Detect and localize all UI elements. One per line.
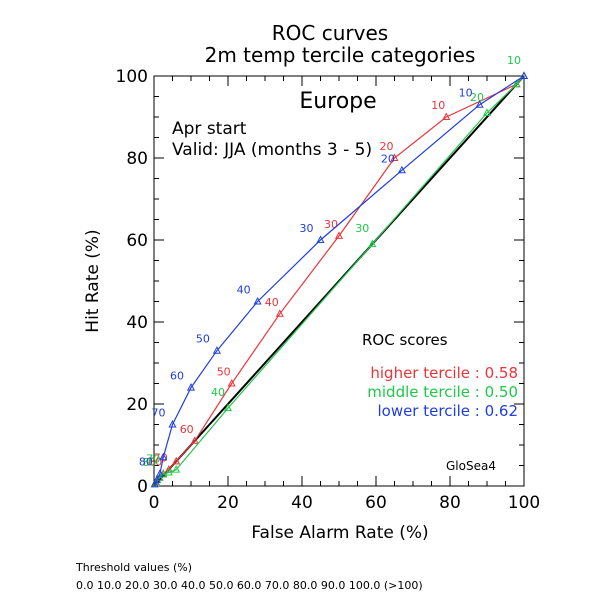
data-point-marker bbox=[152, 475, 161, 483]
threshold-title: Threshold values (%) bbox=[75, 561, 192, 574]
data-point-marker bbox=[186, 383, 196, 391]
x-tick-label: 80 bbox=[439, 493, 461, 513]
y-tick-label: 40 bbox=[126, 313, 148, 333]
threshold-label: 80 bbox=[148, 456, 162, 469]
scores-title: ROC scores bbox=[362, 331, 448, 349]
threshold-label: 10 bbox=[431, 99, 445, 112]
threshold-label: 70 bbox=[146, 453, 160, 466]
data-point-marker bbox=[212, 346, 221, 354]
threshold-label: 10 bbox=[507, 54, 521, 67]
data-point-marker bbox=[190, 436, 199, 444]
data-point-marker bbox=[155, 469, 164, 477]
data-point-marker bbox=[164, 467, 173, 476]
y-axis-label: Hit Rate (%) bbox=[83, 229, 103, 332]
x-tick-label: 0 bbox=[149, 493, 160, 513]
x-tick-label: 100 bbox=[508, 493, 540, 513]
threshold-label: 40 bbox=[211, 386, 225, 399]
threshold-label: 60 bbox=[170, 370, 184, 383]
data-point-marker bbox=[334, 231, 344, 239]
region-label: Europe bbox=[299, 89, 376, 114]
series-line bbox=[154, 75, 525, 484]
threshold-label: 50 bbox=[217, 366, 231, 379]
threshold-values: 0.0 10.0 20.0 30.0 40.0 50.0 60.0 70.0 8… bbox=[76, 579, 423, 592]
data-point-marker bbox=[442, 112, 451, 120]
chart-title: ROC curves bbox=[272, 21, 388, 45]
chart-subtitle: 2m temp tercile categories bbox=[205, 43, 476, 67]
y-tick-label: 20 bbox=[126, 395, 148, 415]
threshold-label: 20 bbox=[381, 152, 395, 165]
start-label: Apr start bbox=[172, 119, 247, 139]
data-point-marker bbox=[172, 456, 181, 465]
x-tick-label: 60 bbox=[365, 493, 387, 513]
data-point-marker bbox=[519, 71, 529, 79]
threshold-label: 20 bbox=[470, 91, 484, 104]
threshold-label: 20 bbox=[380, 140, 394, 153]
series-line bbox=[154, 75, 525, 485]
threshold-label: 50 bbox=[196, 333, 210, 346]
y-tick-label: 80 bbox=[126, 149, 148, 169]
data-point-marker bbox=[253, 296, 262, 305]
threshold-label: 60 bbox=[180, 423, 194, 436]
y-tick-label: 60 bbox=[126, 231, 148, 251]
x-tick-label: 20 bbox=[217, 493, 239, 513]
threshold-label: 80 bbox=[143, 456, 157, 469]
threshold-label: 10 bbox=[459, 87, 473, 100]
data-point-marker bbox=[368, 239, 377, 248]
x-axis-label: False Alarm Rate (%) bbox=[251, 523, 428, 543]
legend-entry: middle tercile : 0.50 bbox=[367, 383, 518, 401]
data-point-marker bbox=[482, 108, 492, 116]
annotation-label: GloSea4 bbox=[446, 459, 496, 473]
threshold-label: 40 bbox=[237, 284, 251, 297]
valid-label: Valid: JJA (months 3 - 5) bbox=[172, 140, 372, 160]
y-tick-label: 0 bbox=[137, 477, 148, 497]
data-point-marker bbox=[159, 452, 168, 461]
y-tick-label: 100 bbox=[116, 67, 148, 87]
data-point-marker bbox=[150, 479, 159, 488]
data-point-marker bbox=[227, 378, 236, 387]
data-point-marker bbox=[512, 79, 521, 88]
data-point-marker bbox=[223, 403, 233, 412]
diagonal-line bbox=[153, 75, 525, 487]
data-point-marker bbox=[397, 165, 406, 174]
threshold-label: 30 bbox=[324, 218, 338, 231]
data-point-marker bbox=[168, 419, 177, 428]
data-point-marker bbox=[390, 153, 399, 161]
threshold-label: 80 bbox=[139, 456, 153, 469]
threshold-label: 70 bbox=[152, 407, 166, 420]
legend-entry: lower tercile : 0.62 bbox=[377, 402, 518, 420]
threshold-label: 40 bbox=[265, 296, 279, 309]
data-point-marker bbox=[275, 309, 284, 317]
data-point-marker bbox=[475, 100, 484, 108]
x-tick-label: 40 bbox=[291, 493, 313, 513]
data-point-marker bbox=[316, 235, 325, 243]
threshold-label: 30 bbox=[355, 222, 369, 235]
data-point-marker bbox=[172, 465, 181, 473]
legend-entry: higher tercile : 0.58 bbox=[370, 364, 518, 382]
series-line bbox=[155, 75, 525, 483]
threshold-label: 30 bbox=[300, 222, 314, 235]
